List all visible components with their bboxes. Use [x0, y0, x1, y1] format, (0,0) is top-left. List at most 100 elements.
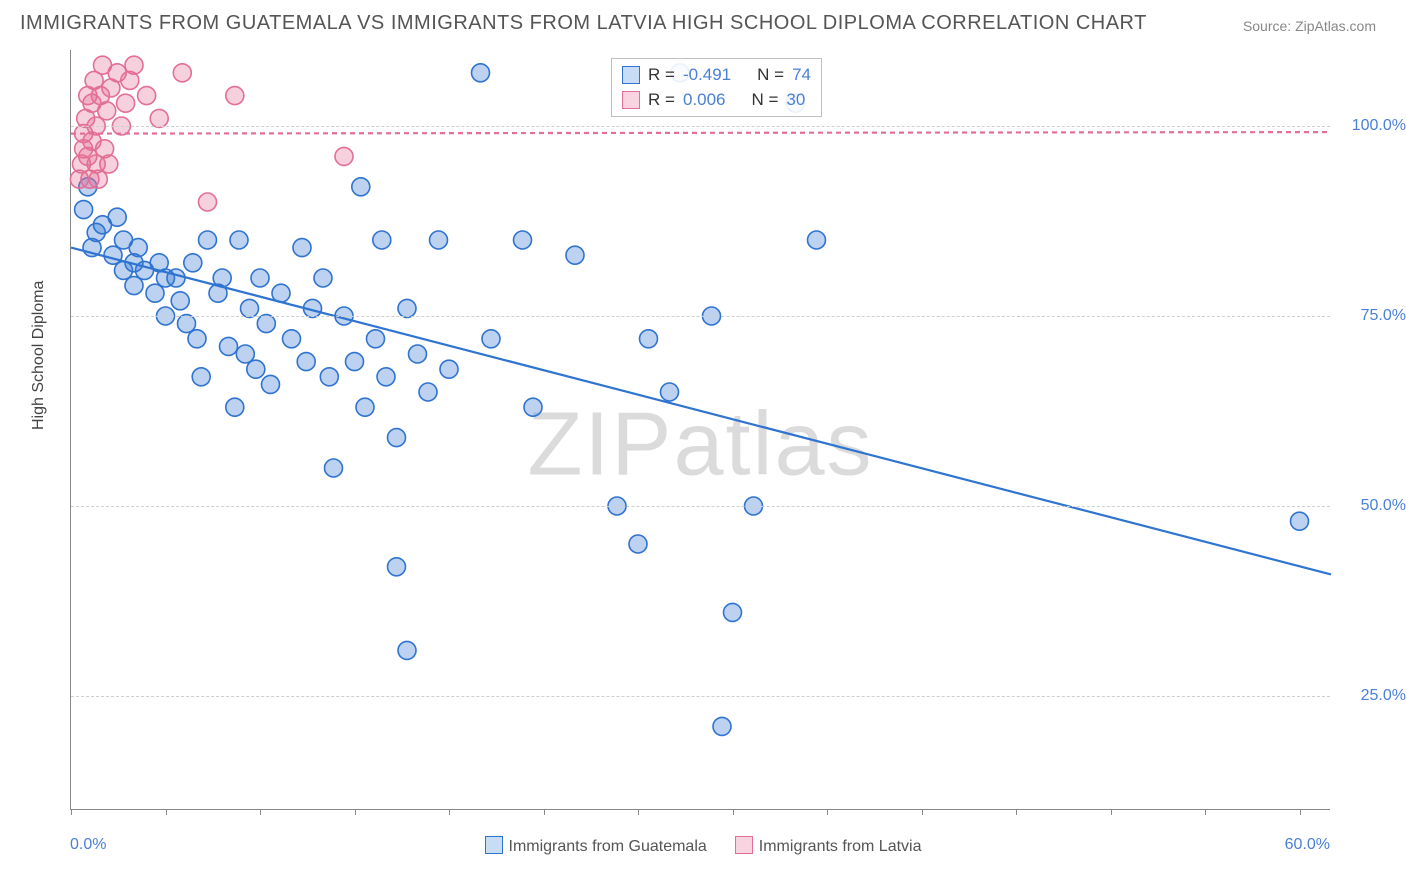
data-point — [100, 155, 118, 173]
chart-plot-area: ZIPatlas R =-0.491N =74R =0.006N =30 25.… — [70, 50, 1330, 810]
trend-line — [71, 248, 1331, 575]
data-point — [419, 383, 437, 401]
x-tick — [449, 809, 450, 815]
data-point — [377, 368, 395, 386]
data-point — [808, 231, 826, 249]
legend-n-label: N = — [757, 63, 784, 88]
data-point — [146, 284, 164, 302]
x-tick — [544, 809, 545, 815]
legend-label: Immigrants from Guatemala — [509, 838, 707, 855]
legend-item: Immigrants from Latvia — [735, 836, 922, 856]
data-point — [171, 292, 189, 310]
data-point — [472, 64, 490, 82]
legend-swatch — [622, 66, 640, 84]
data-point — [188, 330, 206, 348]
data-point — [482, 330, 500, 348]
chart-title: IMMIGRANTS FROM GUATEMALA VS IMMIGRANTS … — [20, 12, 1147, 35]
data-point — [150, 109, 168, 127]
data-point — [220, 337, 238, 355]
data-point — [129, 239, 147, 257]
legend-row: R =-0.491N =74 — [622, 63, 811, 88]
grid-line — [71, 126, 1330, 127]
data-point — [241, 299, 259, 317]
y-tick-label: 25.0% — [1336, 687, 1406, 705]
data-point — [514, 231, 532, 249]
data-point — [75, 201, 93, 219]
legend-r-label: R = — [648, 63, 675, 88]
data-point — [297, 353, 315, 371]
data-point — [314, 269, 332, 287]
data-point — [356, 398, 374, 416]
grid-line — [71, 696, 1330, 697]
data-point — [398, 641, 416, 659]
data-point — [409, 345, 427, 363]
x-tick — [827, 809, 828, 815]
data-point — [199, 193, 217, 211]
data-point — [335, 147, 353, 165]
data-point — [283, 330, 301, 348]
data-point — [108, 208, 126, 226]
data-point — [184, 254, 202, 272]
trend-line — [71, 132, 1331, 134]
legend-r-label: R = — [648, 88, 675, 113]
legend-n-value: 30 — [786, 88, 805, 113]
grid-line — [71, 316, 1330, 317]
data-point — [138, 87, 156, 105]
legend-swatch — [485, 836, 503, 854]
legend-r-value: -0.491 — [683, 63, 731, 88]
data-point — [83, 239, 101, 257]
data-point — [724, 603, 742, 621]
data-point — [226, 398, 244, 416]
correlation-legend: R =-0.491N =74R =0.006N =30 — [611, 58, 822, 117]
data-point — [178, 315, 196, 333]
data-point — [272, 284, 290, 302]
data-point — [98, 102, 116, 120]
data-point — [1291, 512, 1309, 530]
x-tick — [1111, 809, 1112, 815]
data-point — [640, 330, 658, 348]
legend-label: Immigrants from Latvia — [759, 838, 922, 855]
data-point — [173, 64, 191, 82]
data-point — [230, 231, 248, 249]
data-point — [125, 277, 143, 295]
data-point — [430, 231, 448, 249]
series-legend: Immigrants from Guatemala Immigrants from… — [0, 836, 1406, 856]
x-tick — [260, 809, 261, 815]
grid-line — [71, 506, 1330, 507]
y-tick-label: 100.0% — [1336, 117, 1406, 135]
data-point — [262, 375, 280, 393]
y-tick-label: 75.0% — [1336, 307, 1406, 325]
data-point — [524, 398, 542, 416]
data-point — [293, 239, 311, 257]
data-point — [346, 353, 364, 371]
x-tick — [922, 809, 923, 815]
data-point — [388, 558, 406, 576]
legend-swatch — [735, 836, 753, 854]
y-axis-title: High School Diploma — [30, 281, 48, 430]
legend-item: Immigrants from Guatemala — [485, 836, 707, 856]
x-tick — [355, 809, 356, 815]
y-tick-label: 50.0% — [1336, 497, 1406, 515]
data-point — [257, 315, 275, 333]
data-point — [226, 87, 244, 105]
data-point — [125, 56, 143, 74]
data-point — [199, 231, 217, 249]
data-point — [213, 269, 231, 287]
data-point — [373, 231, 391, 249]
x-tick — [166, 809, 167, 815]
data-point — [388, 429, 406, 447]
legend-r-value: 0.006 — [683, 88, 726, 113]
data-point — [117, 94, 135, 112]
x-tick — [1205, 809, 1206, 815]
x-tick — [638, 809, 639, 815]
data-point — [440, 360, 458, 378]
data-point — [192, 368, 210, 386]
data-point — [247, 360, 265, 378]
data-point — [236, 345, 254, 363]
data-point — [713, 717, 731, 735]
source-label: Source: ZipAtlas.com — [1243, 18, 1376, 34]
data-point — [89, 170, 107, 188]
data-point — [304, 299, 322, 317]
legend-swatch — [622, 91, 640, 109]
data-point — [352, 178, 370, 196]
